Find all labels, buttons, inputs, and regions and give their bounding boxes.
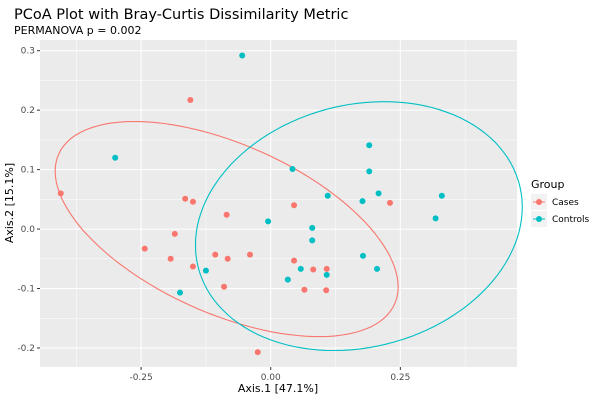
- point-cases: [224, 255, 231, 262]
- point-controls: [284, 276, 291, 283]
- x-tick-label: 0.25: [390, 373, 410, 383]
- x-tick-label: 0.00: [261, 373, 281, 383]
- plot-panel: [40, 40, 517, 367]
- y-axis-label: Axis.2 [15.1%]: [3, 163, 16, 243]
- ellipse-controls: [194, 101, 523, 352]
- point-controls: [360, 252, 367, 259]
- point-controls: [176, 289, 183, 296]
- point-cases: [189, 198, 196, 205]
- point-cases: [386, 199, 393, 206]
- point-cases: [310, 266, 317, 273]
- legend-label-cases: Cases: [552, 198, 579, 208]
- legend-label-controls: Controls: [552, 215, 590, 225]
- point-controls: [112, 154, 119, 161]
- point-controls: [289, 166, 296, 173]
- point-controls: [438, 192, 445, 199]
- point-cases: [189, 263, 196, 270]
- point-cases: [323, 287, 330, 294]
- ellipse-cases: [54, 120, 399, 338]
- grid-minor: [40, 40, 517, 367]
- y-axis-ticks: -0.2 -0.1 0.0 0.1 0.2 0.3: [17, 47, 40, 354]
- point-cases: [223, 211, 230, 218]
- point-cases: [301, 286, 308, 293]
- point-controls: [239, 52, 246, 59]
- point-cases: [291, 202, 298, 209]
- points-layer: [57, 52, 445, 356]
- legend: Group Cases Controls: [531, 178, 590, 227]
- point-controls: [309, 237, 316, 244]
- y-tick-label: -0.2: [17, 344, 35, 354]
- point-controls: [202, 267, 209, 274]
- point-controls: [265, 218, 272, 225]
- point-cases: [187, 97, 194, 104]
- y-tick-label: 0.2: [21, 106, 35, 116]
- y-tick-label: -0.1: [17, 285, 35, 295]
- chart-title: PCoA Plot with Bray-Curtis Dissimilarity…: [14, 7, 348, 23]
- point-cases: [246, 251, 253, 258]
- ellipses-layer: [54, 101, 523, 352]
- point-controls: [324, 192, 331, 199]
- point-controls: [359, 198, 366, 205]
- point-cases: [323, 265, 330, 272]
- y-tick-label: 0.1: [21, 166, 35, 176]
- point-controls: [366, 142, 373, 149]
- point-cases: [291, 257, 298, 264]
- point-controls: [366, 168, 373, 175]
- point-cases: [212, 251, 219, 258]
- point-controls: [432, 215, 439, 222]
- legend-key-point: [536, 216, 542, 222]
- point-cases: [254, 349, 261, 356]
- point-cases: [141, 245, 148, 252]
- point-controls: [323, 271, 330, 278]
- point-cases: [57, 190, 64, 197]
- x-axis-ticks: -0.25 0.00 0.25: [129, 367, 410, 383]
- legend-key-point: [536, 199, 542, 205]
- y-tick-label: 0.0: [21, 225, 36, 235]
- point-controls: [374, 265, 381, 272]
- point-cases: [167, 255, 174, 262]
- point-controls: [309, 224, 316, 231]
- point-cases: [171, 230, 178, 237]
- x-axis-label: Axis.1 [47.1%]: [238, 382, 318, 395]
- point-controls: [375, 190, 382, 197]
- point-controls: [297, 265, 304, 272]
- point-cases: [221, 283, 228, 290]
- legend-title: Group: [531, 178, 565, 191]
- chart-subtitle: PERMANOVA p = 0.002: [14, 24, 141, 37]
- grid-major: [40, 40, 517, 367]
- y-tick-label: 0.3: [21, 47, 35, 57]
- x-tick-label: -0.25: [129, 373, 152, 383]
- point-cases: [182, 195, 189, 202]
